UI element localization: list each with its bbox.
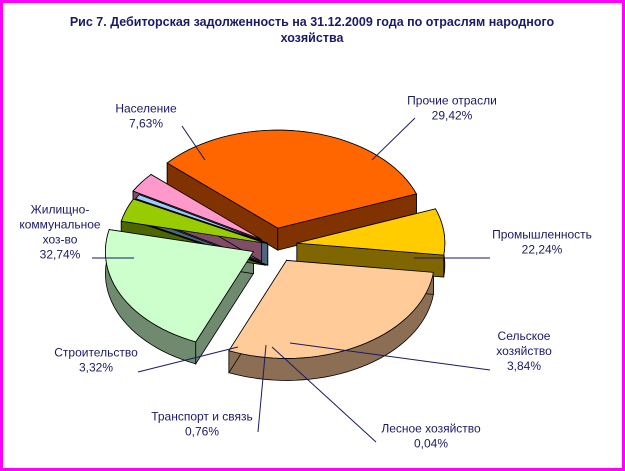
leader-line-1 — [371, 117, 416, 161]
leader-line-3 — [289, 342, 491, 371]
leader-line-8 — [181, 125, 206, 161]
slice-name-label-7: коммунальное — [19, 218, 101, 232]
slice-value-label-5: 0,76% — [185, 425, 219, 439]
pie-slice-8 — [296, 208, 446, 256]
slice-name-label-5: Транспорт и связь — [151, 410, 253, 424]
leader-line-4 — [271, 346, 377, 443]
slice-name-label-6: Строительство — [54, 346, 138, 360]
pie-slice-5 — [135, 194, 268, 244]
slice-name-label-4: Лесное хозяйство — [381, 422, 481, 436]
slice-value-label-7: 32,74% — [40, 248, 81, 262]
slice-name-label-3: хозяйство — [496, 344, 552, 358]
slice-name-label-8: Население — [115, 102, 177, 116]
slice-value-label-2: 22,24% — [522, 243, 563, 257]
chart-title-line-2: хозяйства — [281, 31, 345, 45]
slice-value-label-8: 7,63% — [129, 117, 163, 131]
pie-slice-7 — [166, 129, 418, 229]
chart-title: Рис 7. Дебиторская задолженность на 31.1… — [70, 15, 555, 45]
slice-name-label-7: Жилищно- — [31, 203, 90, 217]
slice-value-label-6: 3,32% — [79, 361, 113, 375]
slice-name-label-7: хоз-во — [43, 233, 78, 247]
slice-name-label-1: Прочие отрасли — [407, 94, 497, 108]
leader-line-5 — [257, 344, 267, 433]
slice-name-label-3: Сельское — [498, 329, 551, 343]
pie-slice-6 — [132, 173, 262, 240]
slice-value-label-1: 29,42% — [432, 109, 473, 123]
slice-value-label-4: 0,04% — [414, 437, 448, 451]
chart-title-line-1: Рис 7. Дебиторская задолженность на 31.1… — [70, 15, 555, 29]
slice-name-label-2: Промышленность — [492, 228, 592, 242]
pie-slice-1 — [228, 260, 434, 359]
leader-line-6 — [137, 346, 239, 373]
pie-slice-2 — [105, 229, 255, 343]
slice-value-label-3: 3,84% — [507, 359, 541, 373]
pie-slice-3 — [120, 198, 266, 244]
